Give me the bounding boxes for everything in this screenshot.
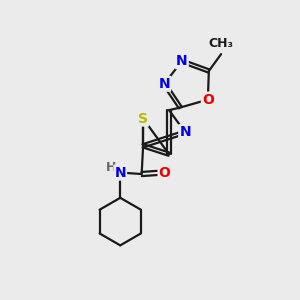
Text: CH₃: CH₃ bbox=[208, 37, 234, 50]
Text: O: O bbox=[159, 166, 170, 179]
Text: O: O bbox=[202, 93, 214, 106]
Text: H: H bbox=[106, 161, 116, 174]
Text: N: N bbox=[158, 77, 170, 91]
Text: N: N bbox=[114, 166, 126, 179]
Text: N: N bbox=[179, 125, 191, 139]
Text: N: N bbox=[176, 54, 188, 68]
Text: S: S bbox=[138, 112, 148, 125]
